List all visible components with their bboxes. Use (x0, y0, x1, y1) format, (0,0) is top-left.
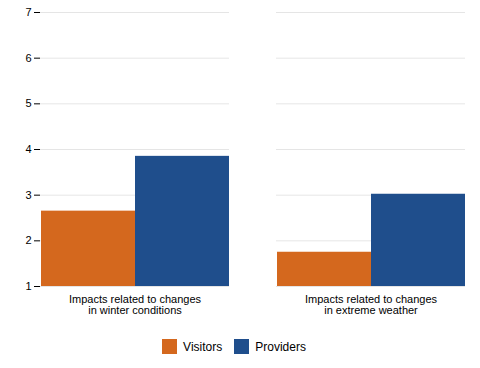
svg-text:6: 6 (25, 52, 31, 64)
svg-text:Impacts related to changesin w: Impacts related to changesin winter cond… (69, 293, 202, 316)
svg-text:7: 7 (25, 6, 31, 18)
svg-text:3: 3 (25, 189, 31, 201)
svg-text:2: 2 (25, 234, 31, 246)
svg-text:4: 4 (25, 143, 31, 155)
html-text:Visitors: Visitors (183, 339, 223, 354)
svg-text:1: 1 (25, 280, 31, 292)
svg-text:Impacts related to changesin e: Impacts related to changesin extreme wea… (305, 293, 438, 316)
svg-text:5: 5 (25, 97, 31, 109)
html-text:Providers: Providers (255, 339, 306, 354)
